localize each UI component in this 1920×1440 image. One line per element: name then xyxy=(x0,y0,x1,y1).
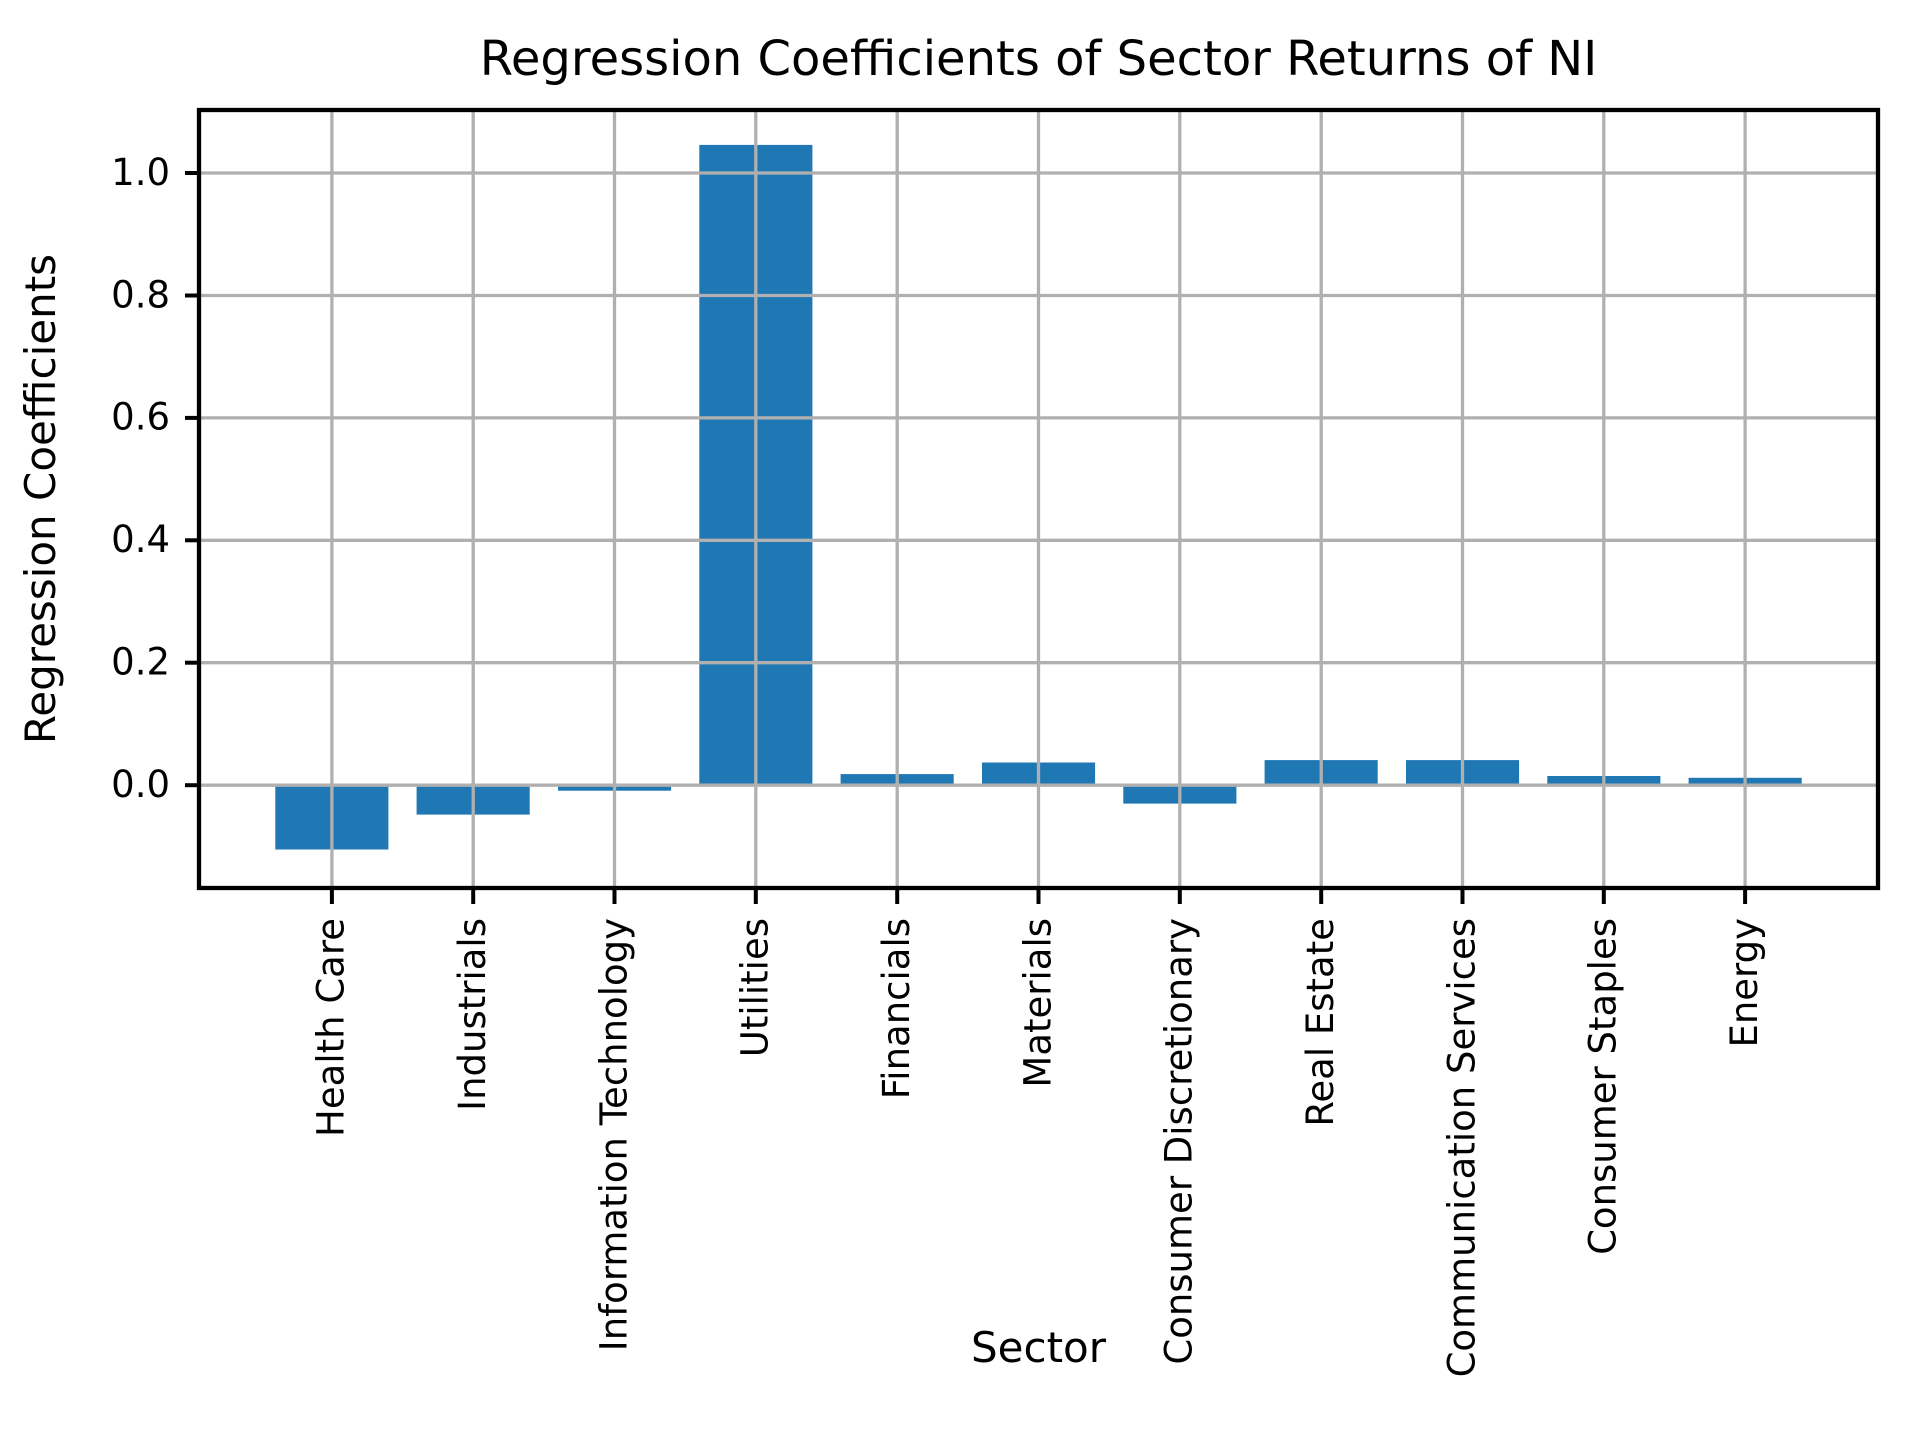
x-tick-label-health-care: Health Care xyxy=(310,918,353,1137)
x-tick-label-materials: Materials xyxy=(1016,918,1059,1088)
y-tick-label-0.2: 0.2 xyxy=(111,641,170,684)
y-tick-label-1.0: 1.0 xyxy=(111,151,170,194)
ticks-layer xyxy=(185,171,1748,904)
x-tick-label-industrials: Industrials xyxy=(451,918,494,1111)
y-tick-label-0.4: 0.4 xyxy=(111,518,170,561)
bars-layer xyxy=(275,144,1802,850)
x-tick-label-utilities: Utilities xyxy=(734,918,777,1057)
x-tick-label-information-technology: Information Technology xyxy=(592,918,635,1351)
x-tick-label-financials: Financials xyxy=(875,918,918,1099)
x-tick-label-energy: Energy xyxy=(1723,918,1766,1048)
x-tick-label-communication-services: Communication Services xyxy=(1440,918,1483,1377)
x-tick-label-consumer-staples: Consumer Staples xyxy=(1582,918,1625,1255)
y-tick-label-0.6: 0.6 xyxy=(111,396,170,439)
y-tick-label-0.8: 0.8 xyxy=(111,273,170,316)
chart-title: Regression Coefficients of Sector Return… xyxy=(480,31,1598,87)
x-axis-label: Sector xyxy=(971,1323,1107,1372)
tick-labels-layer: 0.0 0.2 0.4 0.6 0.8 1.0 Health Care Industrials… xyxy=(111,151,1766,1378)
x-tick-label-consumer-discretionary: Consumer Discretionary xyxy=(1158,918,1201,1365)
y-tick-label-0.0: 0.0 xyxy=(111,763,170,806)
grid-layer xyxy=(199,110,1878,888)
y-axis-label: Regression Coefficients xyxy=(16,254,65,744)
x-tick-label-real-estate: Real Estate xyxy=(1299,918,1342,1127)
